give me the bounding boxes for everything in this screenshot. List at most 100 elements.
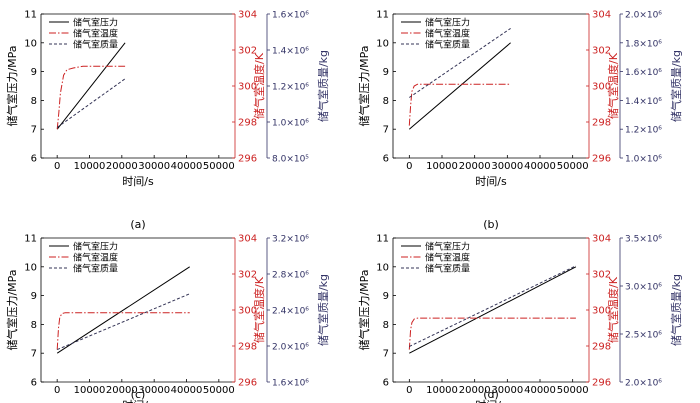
- x-tick-label: 40000: [524, 161, 556, 172]
- y3-tick-label: 1.0×10⁶: [625, 155, 662, 165]
- y-tick-label: 7: [31, 349, 37, 360]
- y2-tick-label: 302: [592, 46, 611, 57]
- x-tick-label: 20000: [459, 161, 491, 172]
- legend-entry: 储气室压力: [73, 241, 118, 253]
- y3-tick-label: 1.2×10⁶: [625, 126, 662, 136]
- x-tick-label: 50000: [203, 385, 235, 396]
- y3-tick-label: 2.0×10⁶: [625, 379, 662, 389]
- x-axis-label: 时间/s: [122, 399, 154, 403]
- y-tick-label: 9: [383, 67, 389, 78]
- y2-tick-label: 302: [238, 270, 257, 281]
- x-tick-label: 50000: [203, 161, 235, 172]
- y-tick-label: 6: [383, 154, 389, 165]
- x-tick-label: 20000: [106, 385, 138, 396]
- y2-tick-label: 304: [592, 234, 611, 245]
- y-axis-label: 储气室压力/MPa: [357, 269, 371, 350]
- y-tick-label: 6: [31, 378, 37, 389]
- x-tick-label: 10000: [426, 385, 458, 396]
- series-line-2: [408, 83, 511, 126]
- y2-axis-label: 储气室温度/K: [252, 52, 266, 119]
- x-tick-label: 20000: [459, 385, 491, 396]
- y3-tick-label: 2.5×10⁶: [625, 331, 662, 341]
- y3-tick-label: 3.5×10⁶: [625, 235, 662, 245]
- y-tick-label: 6: [31, 154, 37, 165]
- y-tick-label: 7: [31, 125, 37, 136]
- x-tick-label: 40000: [171, 385, 203, 396]
- x-tick-label: 10000: [74, 385, 106, 396]
- series-line-1: [408, 42, 511, 130]
- y2-tick-label: 300: [592, 82, 611, 93]
- x-tick-label: 40000: [524, 385, 556, 396]
- legend-entry: 储气室质量: [73, 263, 118, 275]
- y-tick-label: 10: [376, 38, 389, 49]
- y3-tick-label: 1.6×10⁶: [272, 379, 309, 389]
- y2-tick-label: 298: [238, 342, 257, 353]
- legend-entry: 储气室温度: [73, 252, 118, 264]
- y3-tick-label: 1.6×10⁶: [272, 11, 309, 21]
- panel-label: (b): [483, 218, 499, 231]
- series-line-2: [56, 65, 126, 130]
- y-tick-label: 8: [31, 96, 37, 107]
- y2-axis-label: 储气室温度/K: [606, 52, 620, 119]
- y-axis-label: 储气室压力/MPa: [5, 45, 19, 126]
- y-tick-label: 9: [31, 291, 37, 302]
- series-line-3: [409, 265, 577, 347]
- y3-axis-label: 储气室质量/kg: [316, 274, 330, 346]
- y2-tick-label: 300: [238, 306, 257, 317]
- y2-tick-label: 298: [592, 342, 611, 353]
- panel-label: (a): [130, 218, 145, 231]
- y-tick-label: 9: [31, 67, 37, 78]
- y-axis-label: 储气室压力/MPa: [357, 45, 371, 126]
- y3-tick-label: 1.0×10⁶: [272, 119, 309, 129]
- y2-tick-label: 300: [592, 306, 611, 317]
- legend-entry: 储气室质量: [425, 263, 470, 275]
- y-tick-label: 11: [24, 10, 37, 21]
- y3-tick-label: 3.0×10⁶: [625, 283, 662, 293]
- legend-entry: 储气室压力: [425, 17, 470, 29]
- y-tick-label: 10: [24, 262, 37, 273]
- y-tick-label: 8: [383, 96, 389, 107]
- legend-entry: 储气室温度: [425, 252, 470, 264]
- y2-tick-label: 302: [592, 270, 611, 281]
- series-line-3: [56, 78, 126, 128]
- panel-label: (c): [131, 388, 146, 401]
- y3-tick-label: 2.0×10⁶: [625, 11, 662, 21]
- y3-tick-label: 1.8×10⁶: [625, 39, 662, 49]
- y2-tick-label: 298: [592, 118, 611, 129]
- x-tick-label: 0: [406, 161, 412, 172]
- y-tick-label: 11: [24, 234, 37, 245]
- x-tick-label: 10000: [74, 161, 106, 172]
- y2-tick-label: 300: [238, 82, 257, 93]
- y3-tick-label: 2.4×10⁶: [272, 307, 309, 317]
- legend-entry: 储气室质量: [425, 39, 470, 51]
- x-axis-label: 时间/s: [122, 175, 154, 188]
- y-tick-label: 10: [376, 262, 389, 273]
- y3-tick-label: 2.8×10⁶: [272, 271, 309, 281]
- y-axis-label: 储气室压力/MPa: [5, 269, 19, 350]
- y3-tick-label: 1.6×10⁶: [625, 68, 662, 78]
- y3-tick-label: 3.2×10⁶: [272, 235, 309, 245]
- series-line-2: [408, 317, 576, 350]
- x-tick-label: 10000: [426, 161, 458, 172]
- y-tick-label: 6: [383, 378, 389, 389]
- x-tick-label: 0: [54, 385, 60, 396]
- y-tick-label: 7: [383, 125, 389, 136]
- y3-axis-label: 储气室质量/kg: [669, 274, 683, 346]
- legend-entry: 储气室质量: [73, 39, 118, 51]
- y-tick-label: 7: [383, 349, 389, 360]
- y3-axis-label: 储气室质量/kg: [316, 50, 330, 122]
- y3-tick-label: 1.4×10⁶: [625, 97, 662, 107]
- x-tick-label: 40000: [171, 161, 203, 172]
- y2-tick-label: 296: [592, 378, 611, 389]
- y2-tick-label: 302: [238, 46, 257, 57]
- y2-tick-label: 298: [238, 118, 257, 129]
- y-tick-label: 8: [383, 320, 389, 331]
- x-tick-label: 30000: [138, 161, 170, 172]
- series-line-2: [56, 312, 190, 350]
- legend-entry: 储气室温度: [425, 28, 470, 40]
- y3-axis-label: 储气室质量/kg: [669, 50, 683, 122]
- x-tick-label: 0: [54, 161, 60, 172]
